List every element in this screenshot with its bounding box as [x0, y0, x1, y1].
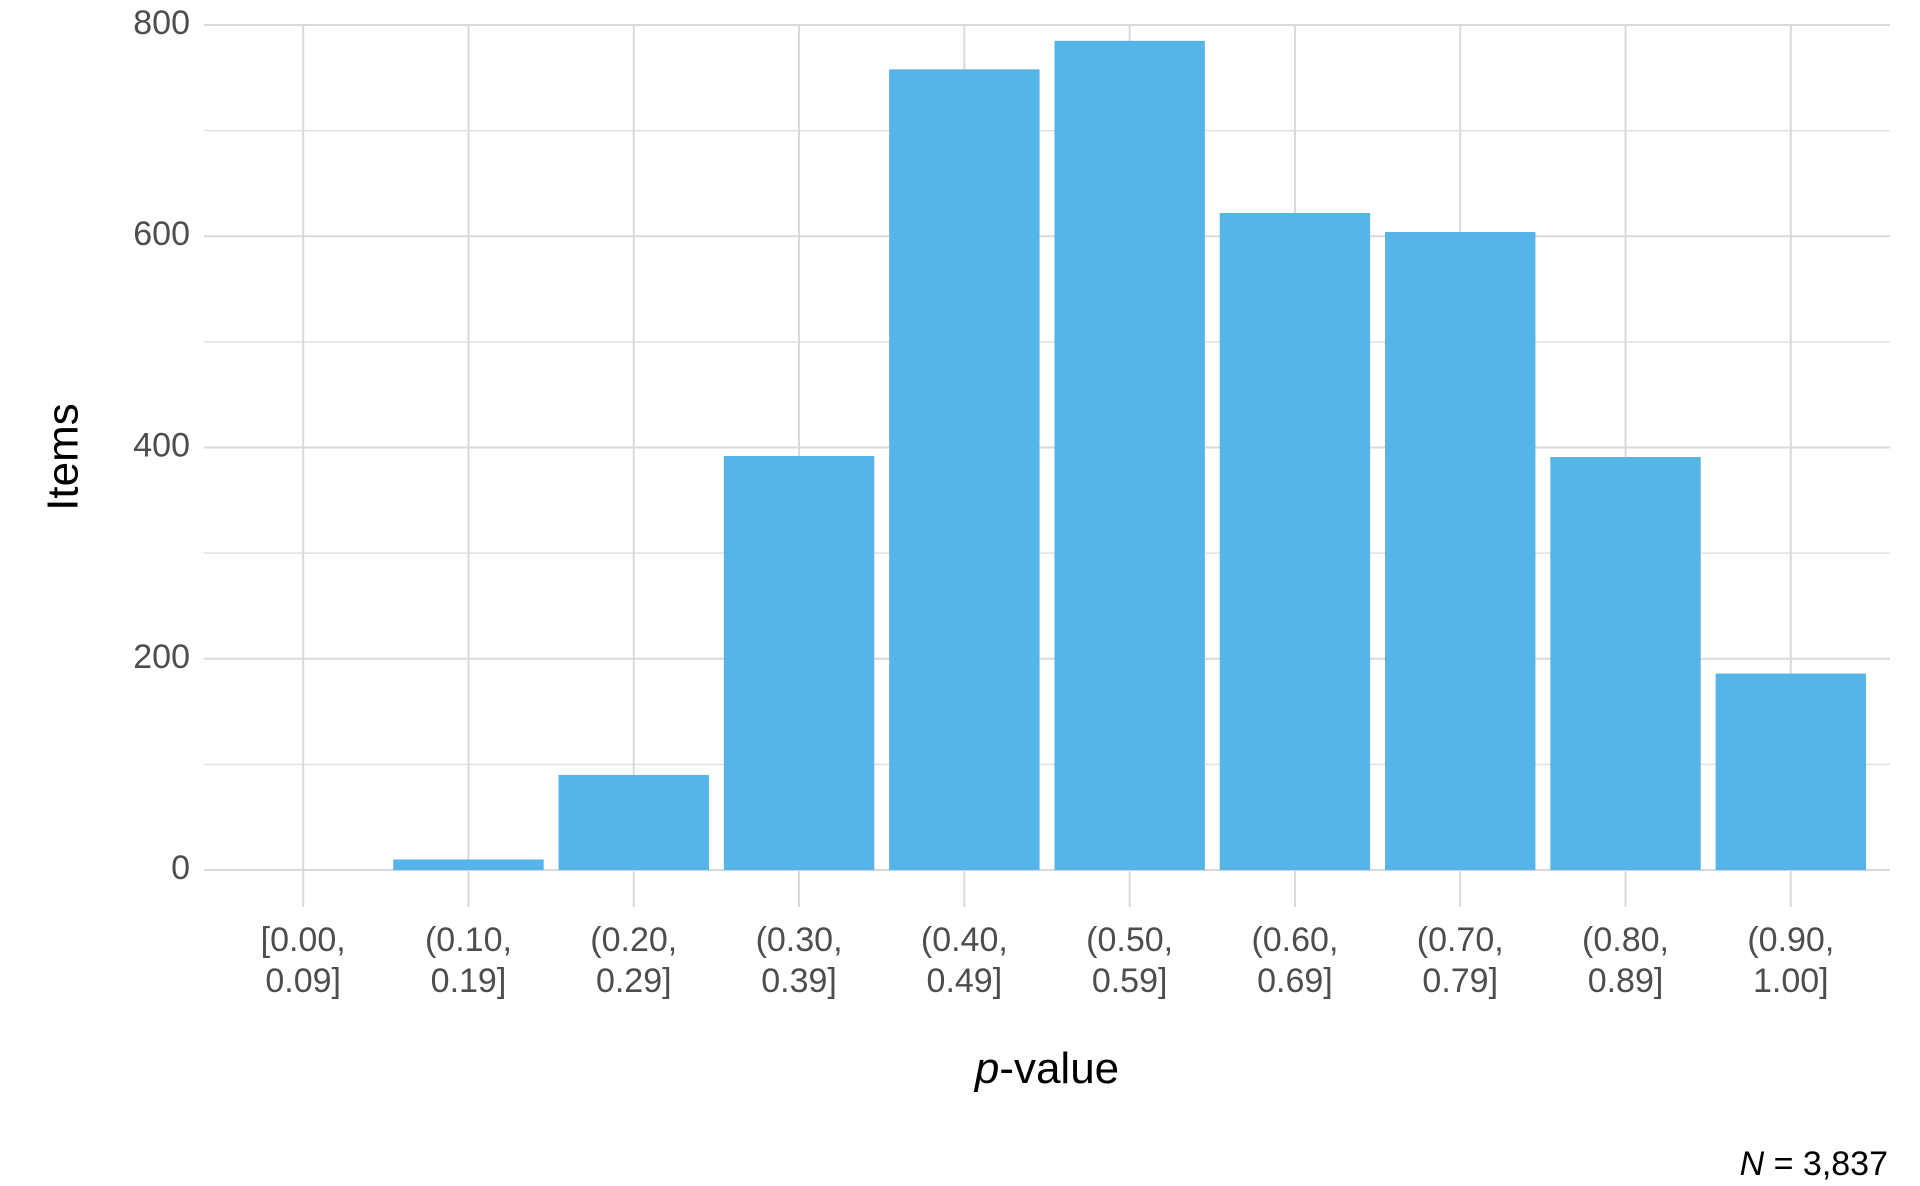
- x-tick-label: (0.30, 0.39]: [756, 921, 843, 1000]
- bar: [1054, 40, 1205, 871]
- x-axis-title-rest: -value: [999, 1044, 1119, 1093]
- x-tick-label: (0.70, 0.79]: [1417, 921, 1504, 1000]
- x-tick-label-line: 0.09]: [265, 962, 341, 1000]
- y-tick-label: 600: [133, 215, 190, 253]
- bar: [1550, 457, 1701, 871]
- note-italic: N: [1740, 1145, 1765, 1183]
- x-tick-label-line: (0.50,: [1086, 921, 1173, 959]
- x-tick-label-line: 0.79]: [1422, 962, 1498, 1000]
- bar: [1715, 673, 1867, 871]
- x-tick-label: [0.00, 0.09]: [261, 921, 346, 1000]
- x-tick-label-line: (0.20,: [590, 921, 677, 959]
- x-tick-label-line: (0.30,: [756, 921, 843, 959]
- y-tick-label: 200: [133, 638, 190, 676]
- x-tick-label: (0.50, 0.59]: [1086, 921, 1173, 1000]
- x-tick-label-line: (0.40,: [921, 921, 1008, 959]
- y-tick-label: 800: [133, 4, 190, 42]
- x-tick-label-line: 0.39]: [761, 962, 837, 1000]
- x-tick-label-line: 0.29]: [596, 962, 672, 1000]
- y-tick-label: 400: [133, 426, 190, 464]
- x-tick-label-line: (0.10,: [425, 921, 512, 959]
- x-axis-title-italic: p: [973, 1044, 999, 1093]
- x-axis-title: p-value: [973, 1044, 1119, 1093]
- bar: [1219, 213, 1371, 871]
- x-tick-label-line: [0.00,: [261, 921, 346, 959]
- x-tick-label-line: 0.59]: [1092, 962, 1168, 1000]
- x-tick-label-line: (0.60,: [1251, 921, 1338, 959]
- x-tick-label: (0.20, 0.29]: [590, 921, 677, 1000]
- x-tick-label-line: 0.19]: [431, 962, 507, 1000]
- x-tick-label: (0.80, 0.89]: [1582, 921, 1669, 1000]
- x-tick-label: (0.90, 1.00]: [1747, 921, 1834, 1000]
- x-tick-label: (0.60, 0.69]: [1251, 921, 1338, 1000]
- x-tick-label-line: (0.80,: [1582, 921, 1669, 959]
- bar: [723, 455, 875, 871]
- bar: [558, 774, 709, 871]
- bar: [889, 69, 1040, 871]
- sample-size-note: N = 3,837: [1740, 1145, 1888, 1183]
- y-axis-title: Items: [39, 403, 88, 511]
- x-tick-label-line: 1.00]: [1753, 962, 1829, 1000]
- bar: [1385, 232, 1536, 871]
- x-tick-label-line: (0.90,: [1747, 921, 1834, 959]
- x-tick-label: (0.40, 0.49]: [921, 921, 1008, 1000]
- x-tick-label-line: (0.70,: [1417, 921, 1504, 959]
- x-tick-label-line: 0.69]: [1257, 962, 1333, 1000]
- y-tick-label: 0: [171, 849, 190, 887]
- x-tick-label: (0.10, 0.19]: [425, 921, 512, 1000]
- x-tick-label-line: 0.89]: [1588, 962, 1664, 1000]
- bar: [393, 859, 544, 871]
- note-rest: = 3,837: [1764, 1145, 1888, 1183]
- x-tick-label-line: 0.49]: [927, 962, 1003, 1000]
